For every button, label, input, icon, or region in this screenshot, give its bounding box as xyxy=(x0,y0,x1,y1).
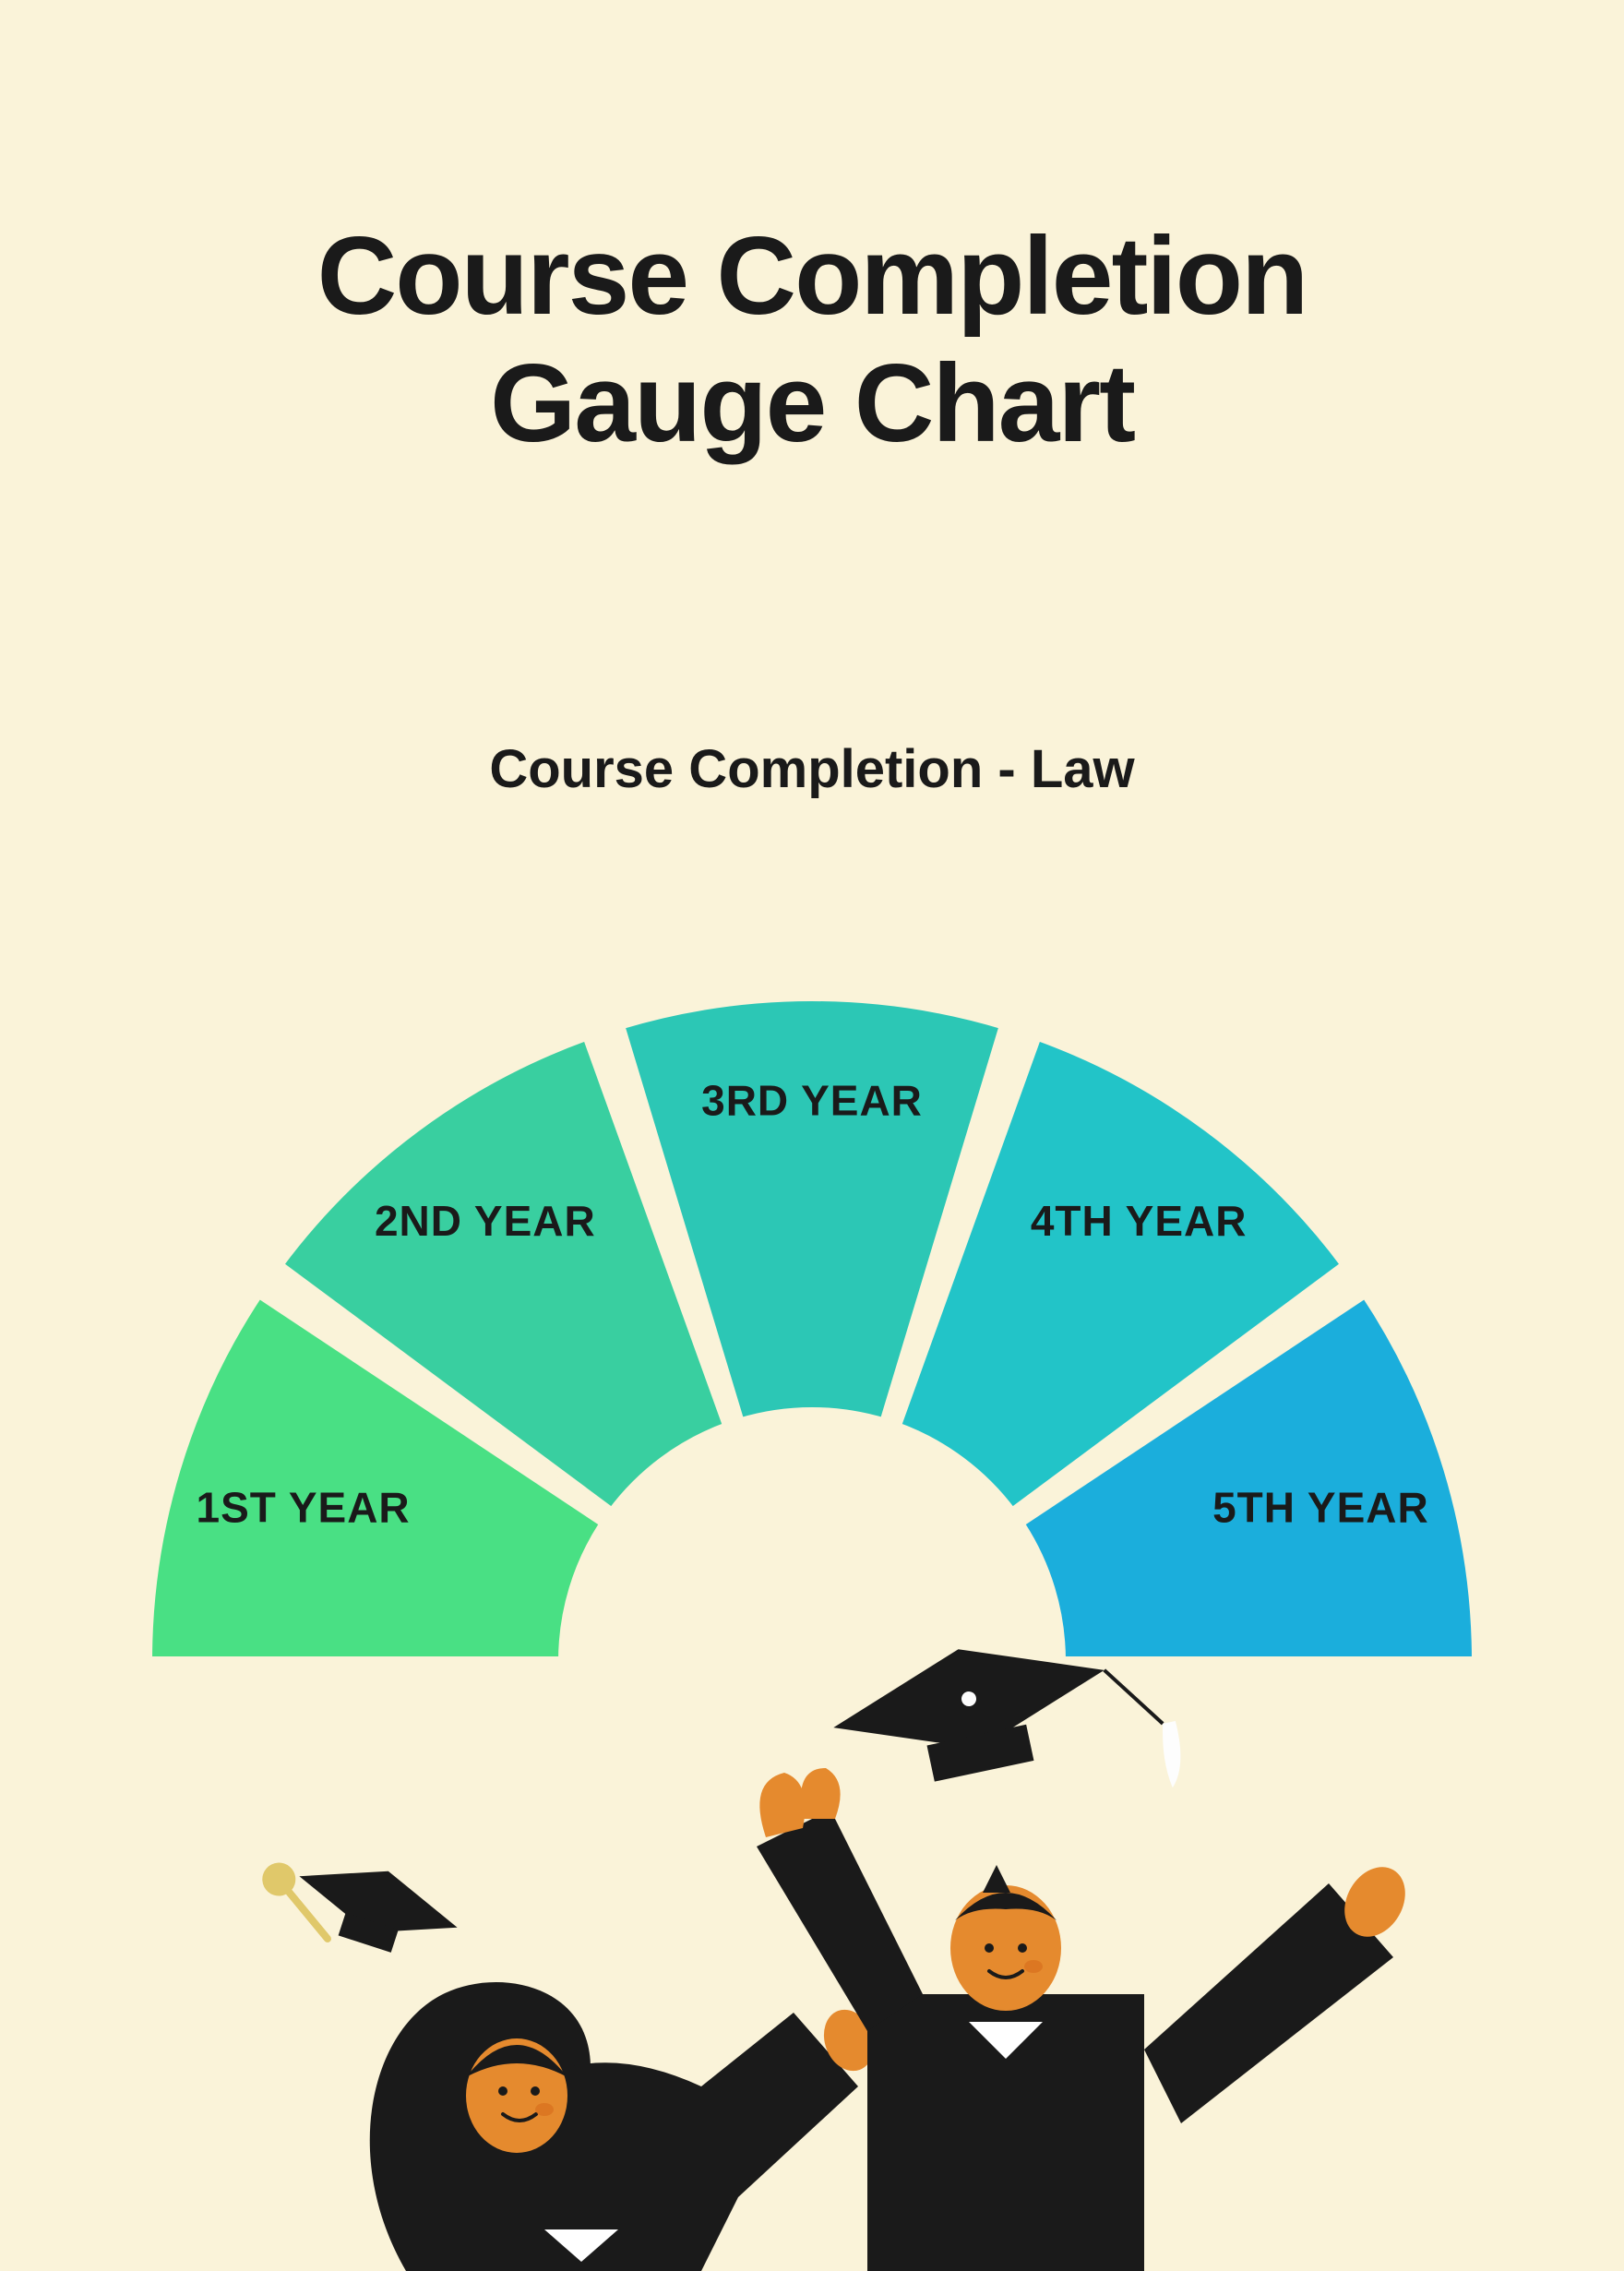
page-title: Course Completion Gauge Chart xyxy=(0,212,1624,467)
gauge-label-4: 4TH YEAR xyxy=(1031,1197,1248,1245)
gauge-chart: 1ST YEAR 2ND YEAR 3RD YEAR 4TH YEAR 5TH YEAR xyxy=(74,997,1550,1735)
grad-cap-small-icon xyxy=(250,1835,467,1976)
title-line-1: Course Completion xyxy=(317,214,1308,338)
grad-cap-icon xyxy=(823,1625,1189,1854)
gauge-label-2: 2ND YEAR xyxy=(375,1197,596,1245)
title-line-2: Gauge Chart xyxy=(490,341,1134,465)
graduation-illustration xyxy=(166,1625,1458,2271)
graduate-left xyxy=(370,1982,882,2271)
page: Course Completion Gauge Chart Course Com… xyxy=(0,0,1624,2271)
chart-subtitle: Course Completion - Law xyxy=(0,738,1624,800)
gauge-label-5: 5TH YEAR xyxy=(1212,1484,1429,1532)
gauge-label-3: 3RD YEAR xyxy=(701,1077,923,1125)
gauge-label-1: 1ST YEAR xyxy=(197,1484,411,1532)
